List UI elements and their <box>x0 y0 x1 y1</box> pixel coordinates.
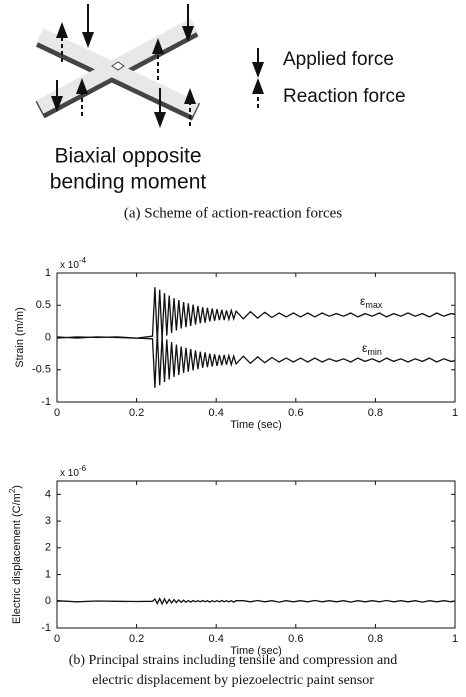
y-axis-label: Strain (m/m) <box>14 307 26 368</box>
x-tick-label: 0.6 <box>288 633 303 645</box>
legend-reaction: Reaction force <box>283 86 406 107</box>
caption-a: (a) Scheme of action-reaction forces <box>124 205 342 221</box>
y-tick-label: 1 <box>45 568 51 580</box>
exponent-power: -4 <box>79 256 87 265</box>
data-line <box>56 287 456 343</box>
data-line <box>56 332 456 388</box>
caption-b: electric displacement by piezoelectric p… <box>92 673 374 688</box>
x-tick-label: 1 <box>452 633 458 645</box>
x-tick-label: 0.4 <box>209 407 224 419</box>
annotation-symbol: ε <box>360 294 366 308</box>
axis-exponent: x 10-4 <box>60 256 87 271</box>
y-tick-label: 0 <box>45 331 51 343</box>
series-annotation: εmin <box>362 341 382 357</box>
annotation-subscript: min <box>367 347 382 357</box>
annotation-symbol: ε <box>362 341 368 355</box>
x-tick-label: 0 <box>54 407 60 419</box>
x-axis-label: Time (sec) <box>230 419 282 431</box>
y-axis-label-power: 2 <box>8 488 17 493</box>
y-tick-label: 2 <box>45 542 51 554</box>
x-tick-label: 0.6 <box>288 407 303 419</box>
x-tick-label: 0.2 <box>129 633 144 645</box>
x-tick-label: 1 <box>452 407 458 419</box>
exponent-power: -6 <box>79 464 87 473</box>
y-tick-label: -0.5 <box>32 364 51 376</box>
y-tick-label: -1 <box>41 396 51 408</box>
y-tick-label: 1 <box>45 267 51 279</box>
annotation-subscript: max <box>365 300 383 310</box>
x-tick-label: 0.4 <box>209 633 224 645</box>
y-tick-label: 3 <box>45 515 51 527</box>
exponent-base: x 10 <box>60 260 79 271</box>
series-annotation: εmax <box>360 294 383 310</box>
moment-label: Biaxial opposite <box>54 145 201 168</box>
x-tick-label: 0.8 <box>368 407 383 419</box>
y-tick-label: 0 <box>45 595 51 607</box>
x-tick-label: 0.8 <box>368 633 383 645</box>
cross-plate-diagram <box>35 4 264 128</box>
exponent-base: x 10 <box>60 468 79 479</box>
y-tick-label: 0.5 <box>36 299 51 311</box>
x-tick-label: 0 <box>54 633 60 645</box>
x-axis-label: Time (sec) <box>230 645 282 657</box>
axis-exponent: x 10-6 <box>60 464 87 479</box>
moment-label: bending moment <box>50 171 207 194</box>
y-tick-label: 4 <box>45 488 51 500</box>
plot-frame <box>56 480 456 629</box>
legend-applied: Applied force <box>283 49 394 70</box>
y-axis-label: Electric displacement (C/m2) <box>8 485 23 624</box>
y-axis-label-close: ) <box>11 485 23 489</box>
data-line <box>56 597 456 606</box>
y-axis-label-text: Electric displacement (C/m <box>11 493 23 624</box>
y-tick-label: -1 <box>41 622 51 634</box>
caption-b: (b) Principal strains including tensile … <box>69 653 398 668</box>
x-tick-label: 0.2 <box>129 407 144 419</box>
